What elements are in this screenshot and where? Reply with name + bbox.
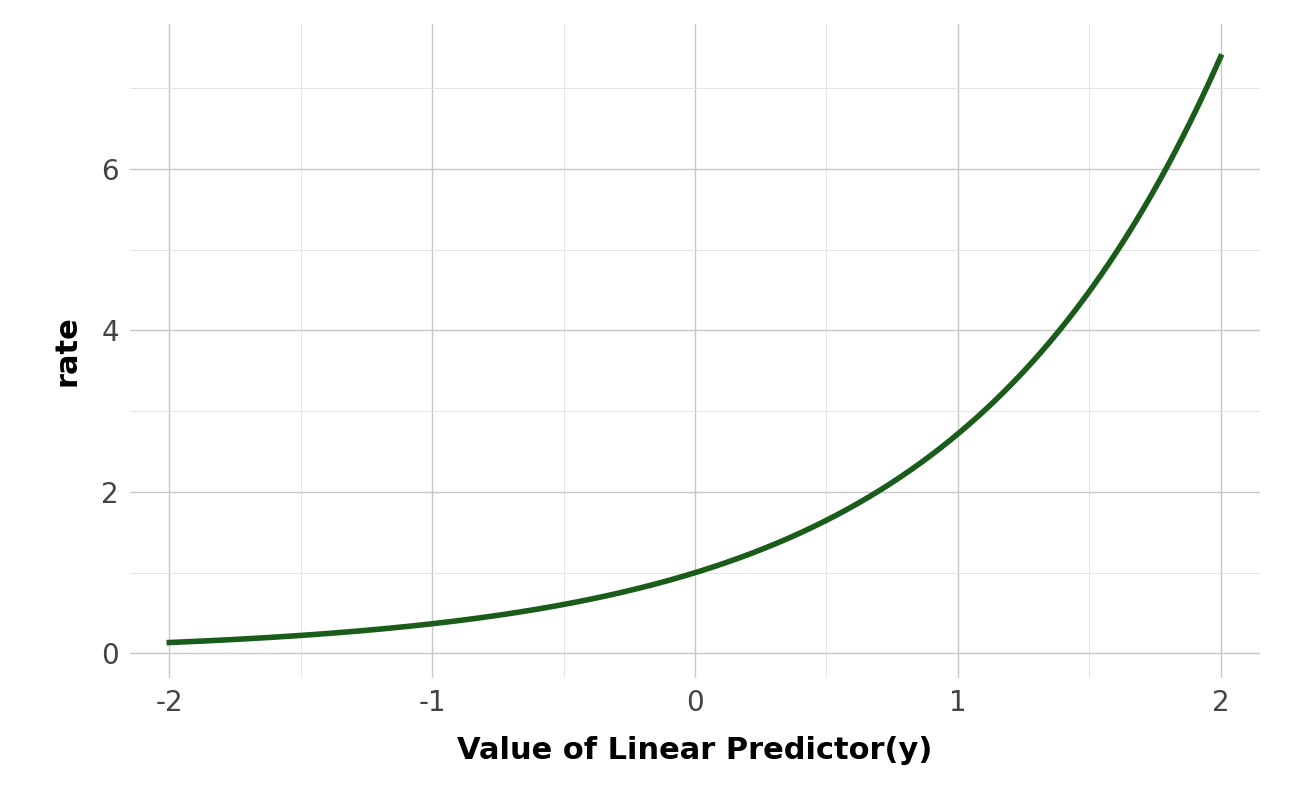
Y-axis label: rate: rate [52,315,82,386]
X-axis label: Value of Linear Predictor(y): Value of Linear Predictor(y) [457,736,933,765]
